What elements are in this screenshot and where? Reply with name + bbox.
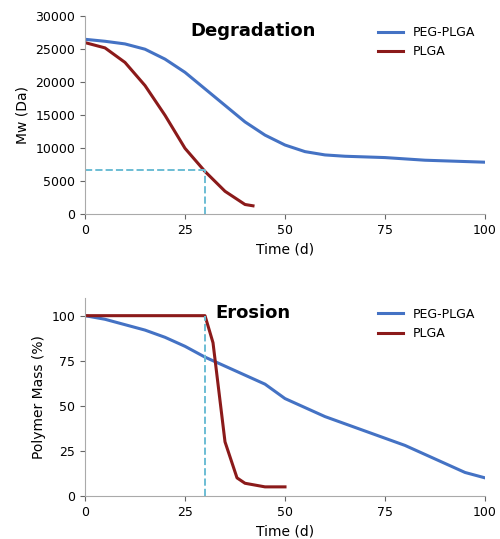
PEG-PLGA [282, 142, 288, 148]
PEG-PLGA [242, 119, 248, 125]
PEG-PLGA [442, 157, 448, 164]
PLGA [142, 82, 148, 89]
PEG-PLGA [462, 469, 468, 476]
PLGA [122, 59, 128, 66]
PLGA [102, 313, 108, 319]
PLGA [222, 188, 228, 195]
PEG-PLGA [482, 475, 488, 481]
Legend: PEG-PLGA, PLGA: PEG-PLGA, PLGA [374, 304, 479, 344]
PEG-PLGA [222, 363, 228, 369]
Line: PEG-PLGA: PEG-PLGA [85, 39, 485, 162]
PEG-PLGA [362, 428, 368, 434]
PEG-PLGA [402, 442, 408, 448]
PEG-PLGA [182, 343, 188, 350]
PLGA [162, 112, 168, 119]
PEG-PLGA [122, 321, 128, 328]
PEG-PLGA [362, 154, 368, 160]
PLGA [222, 439, 228, 445]
PEG-PLGA [162, 56, 168, 63]
PEG-PLGA [102, 316, 108, 322]
PLGA [162, 313, 168, 319]
PEG-PLGA [82, 313, 88, 319]
PEG-PLGA [462, 158, 468, 165]
PLGA [102, 45, 108, 51]
PEG-PLGA [222, 102, 228, 108]
PEG-PLGA [202, 354, 208, 361]
PLGA [202, 313, 208, 319]
Text: Degradation: Degradation [190, 22, 316, 40]
PEG-PLGA [122, 40, 128, 47]
PEG-PLGA [302, 404, 308, 411]
PEG-PLGA [342, 153, 348, 160]
PLGA [182, 313, 188, 319]
PEG-PLGA [382, 435, 388, 441]
PEG-PLGA [202, 86, 208, 92]
PLGA [250, 203, 256, 209]
PEG-PLGA [102, 38, 108, 45]
PEG-PLGA [142, 46, 148, 52]
PLGA [82, 313, 88, 319]
PLGA [142, 313, 148, 319]
PLGA [182, 145, 188, 151]
X-axis label: Time (d): Time (d) [256, 243, 314, 257]
Legend: PEG-PLGA, PLGA: PEG-PLGA, PLGA [374, 23, 479, 62]
PEG-PLGA [382, 154, 388, 161]
PEG-PLGA [322, 151, 328, 158]
PEG-PLGA [142, 327, 148, 333]
PEG-PLGA [342, 420, 348, 427]
PEG-PLGA [422, 451, 428, 458]
PLGA [122, 313, 128, 319]
Line: PLGA: PLGA [85, 43, 253, 206]
PEG-PLGA [482, 159, 488, 165]
PEG-PLGA [82, 36, 88, 43]
PEG-PLGA [442, 460, 448, 467]
PLGA [202, 168, 208, 175]
PEG-PLGA [262, 381, 268, 388]
PEG-PLGA [422, 157, 428, 163]
PEG-PLGA [242, 372, 248, 378]
PLGA [242, 480, 248, 487]
PEG-PLGA [182, 69, 188, 75]
PEG-PLGA [302, 148, 308, 155]
PEG-PLGA [402, 156, 408, 162]
PLGA [82, 39, 88, 46]
PLGA [282, 483, 288, 490]
Line: PLGA: PLGA [85, 316, 285, 487]
Line: PEG-PLGA: PEG-PLGA [85, 316, 485, 478]
Text: Erosion: Erosion [216, 303, 290, 322]
PLGA [210, 340, 216, 346]
PEG-PLGA [262, 132, 268, 139]
Y-axis label: Mw (Da): Mw (Da) [16, 86, 30, 144]
PEG-PLGA [162, 334, 168, 341]
Y-axis label: Polymer Mass (%): Polymer Mass (%) [32, 335, 46, 459]
PEG-PLGA [282, 395, 288, 402]
PLGA [242, 201, 248, 208]
PLGA [234, 475, 240, 481]
PEG-PLGA [322, 413, 328, 420]
PLGA [262, 483, 268, 490]
X-axis label: Time (d): Time (d) [256, 524, 314, 538]
